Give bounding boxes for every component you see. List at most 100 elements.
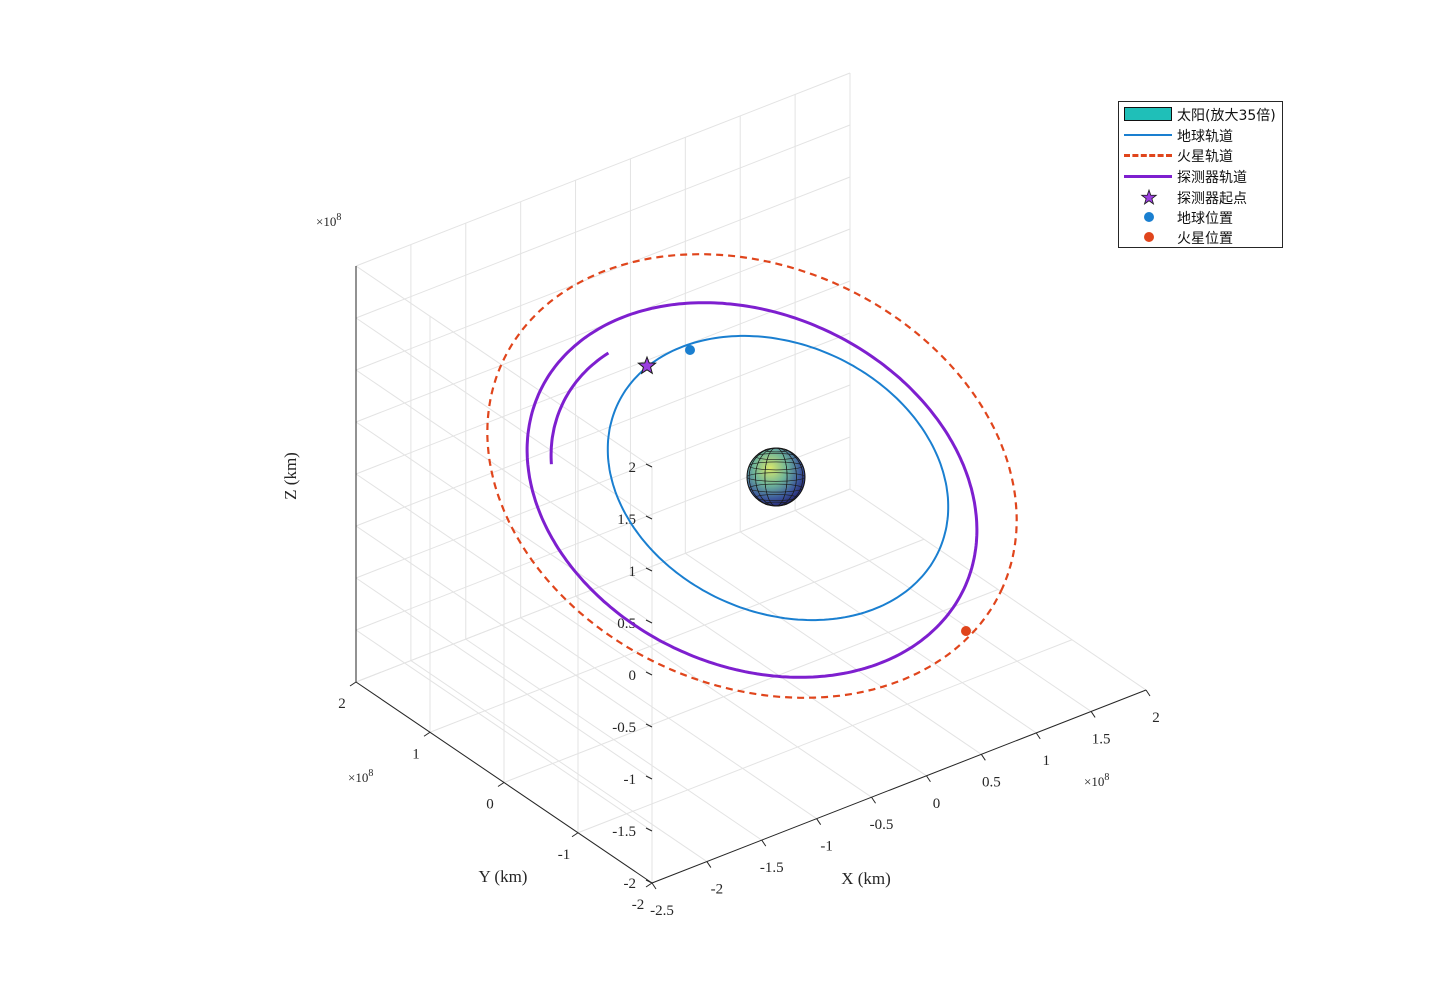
sun-mesh-latitude <box>755 494 797 501</box>
grid-line <box>355 317 653 520</box>
legend-item-earth-orbit: 地球轨道 <box>1119 125 1282 145</box>
mars-position-marker <box>961 626 971 636</box>
axes-layer <box>355 266 1147 884</box>
grid-line <box>355 384 851 579</box>
z-tick-label: 2 <box>629 460 637 476</box>
x-tick-label: -1.5 <box>760 860 784 876</box>
legend-item-mars-position: 火星位置 <box>1119 227 1282 247</box>
x-tick-mark <box>651 882 657 890</box>
x-exponent-label: ×108 <box>1084 772 1109 789</box>
x-tick-label: 2 <box>1152 710 1160 726</box>
legend-item-probe-orbit: 探测器轨道 <box>1119 166 1282 186</box>
x-tick-mark <box>706 861 712 868</box>
y-tick-mark <box>497 782 505 787</box>
legend-line-icon <box>1123 166 1175 186</box>
grid-line <box>355 488 851 683</box>
z-tick-mark <box>645 619 653 624</box>
earth-orbit-line <box>606 334 950 622</box>
legend-dot-icon <box>1123 207 1175 227</box>
x-tick-mark <box>761 839 767 847</box>
grid-line <box>429 538 925 733</box>
legend-item-probe-start: 探测器起点 <box>1119 187 1282 207</box>
grid-line <box>355 369 653 572</box>
legend-label: 地球位置 <box>1177 211 1233 227</box>
legend-dot-icon <box>1123 227 1175 247</box>
x-tick-label: -0.5 <box>870 817 894 833</box>
z-tick-label: -1.5 <box>612 824 636 840</box>
grid-line <box>355 265 653 468</box>
y-tick-mark <box>423 731 431 737</box>
x-tick-label: -2 <box>711 882 724 898</box>
probe-start-star-marker <box>637 355 657 375</box>
grid-line <box>577 639 1073 834</box>
y-tick-label: 1 <box>412 746 420 762</box>
x-tick-label: 0 <box>933 796 941 812</box>
grid-line <box>355 72 851 267</box>
sun-sphere <box>746 447 806 507</box>
grid-line <box>355 629 653 832</box>
grid-line <box>355 332 851 527</box>
x-tick-label: -2.5 <box>650 903 674 919</box>
x-tick-label: 1 <box>1042 753 1050 769</box>
y-tick-mark <box>349 681 357 687</box>
y-tick-label: 2 <box>338 696 346 712</box>
grid-line <box>355 176 851 371</box>
mars-orbit-line <box>486 253 1018 699</box>
y-tick-mark <box>645 882 653 888</box>
sun-mesh-latitude <box>748 461 804 471</box>
legend-dashed-line-icon <box>1123 145 1175 165</box>
y-exponent-label: ×108 <box>348 768 373 785</box>
x-tick-mark <box>816 818 822 825</box>
sun-mesh-longitude <box>748 447 804 507</box>
legend-item-earth-position: 地球位置 <box>1119 207 1282 227</box>
z-tick-mark <box>645 515 653 520</box>
z-tick-label: -1 <box>624 772 637 788</box>
x-tick-label: -1 <box>820 839 833 855</box>
legend-item-mars-orbit: 火星轨道 <box>1119 145 1282 165</box>
z-tick-mark <box>645 775 653 780</box>
y-axis-label: Y (km) <box>479 867 528 886</box>
z-tick-mark <box>645 879 653 884</box>
sun-mesh-latitude <box>748 483 804 493</box>
grid-line <box>355 124 851 319</box>
legend-label: 火星轨道 <box>1177 149 1233 165</box>
z-tick-mark <box>645 827 653 832</box>
z-tick-mark <box>645 463 653 468</box>
z-axis-label: Z (km) <box>281 452 300 500</box>
legend-label: 地球轨道 <box>1177 129 1233 145</box>
z-tick-mark <box>645 671 653 676</box>
legend-label: 火星位置 <box>1177 231 1233 247</box>
z-tick-label: 1 <box>629 564 637 580</box>
x-tick-mark <box>1035 732 1041 740</box>
x-tick-mark <box>871 796 876 804</box>
sun-mesh-latitude <box>746 472 806 482</box>
earth-position-marker <box>685 345 695 355</box>
z-tick-mark <box>645 567 653 572</box>
legend: 太阳(放大35倍) 地球轨道 火星轨道 探测器轨道 探测器起点 地球位置 <box>1118 101 1283 248</box>
x-tick-mark <box>980 754 986 761</box>
z-exponent-label: ×108 <box>316 212 341 229</box>
z-tick-label: -2 <box>624 876 637 892</box>
grid-line <box>355 280 851 475</box>
grid-line <box>355 525 653 728</box>
legend-label: 探测器起点 <box>1177 191 1247 207</box>
legend-star-icon <box>1123 187 1175 207</box>
z-tick-label: 0 <box>629 668 637 684</box>
ticks-layer: -2 -1.5 -1 -0.5 0 0.5 1 1.5 2 -2 -1 0 1 2 -2.5 -2 -1.5 -1… <box>338 460 1160 919</box>
x-tick-mark <box>1145 689 1151 697</box>
legend-label: 太阳(放大35倍) <box>1177 108 1276 124</box>
probe-orbit-line <box>525 301 979 679</box>
y-tick-mark <box>571 832 579 838</box>
x-tick-mark <box>1090 711 1096 718</box>
z-tick-mark <box>645 723 653 728</box>
x-axis-line <box>651 689 1147 884</box>
grid-line <box>355 473 653 676</box>
y-tick-label: -1 <box>558 847 571 863</box>
grid-line <box>355 421 653 624</box>
legend-item-sun: 太阳(放大35倍) <box>1119 104 1282 124</box>
legend-line-icon <box>1123 125 1175 145</box>
sun-mesh-latitude <box>755 453 797 460</box>
z-tick-label: 0.5 <box>617 616 636 632</box>
grid-line <box>503 589 999 783</box>
